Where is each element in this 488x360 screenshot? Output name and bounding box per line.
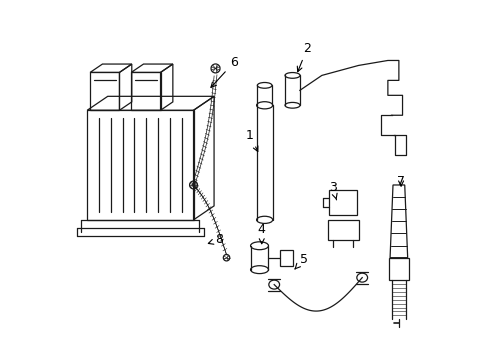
Ellipse shape	[285, 103, 300, 108]
Ellipse shape	[250, 266, 268, 274]
Text: 2: 2	[297, 42, 310, 72]
Text: 5: 5	[294, 253, 307, 269]
Text: 1: 1	[245, 129, 257, 152]
Text: 7: 7	[396, 175, 404, 189]
Ellipse shape	[285, 72, 300, 78]
Text: 6: 6	[210, 56, 237, 87]
Text: 3: 3	[328, 181, 336, 200]
Text: 4: 4	[257, 223, 265, 244]
Ellipse shape	[268, 280, 279, 289]
Text: 8: 8	[208, 233, 223, 246]
Ellipse shape	[256, 216, 272, 224]
Ellipse shape	[356, 273, 367, 282]
Ellipse shape	[257, 82, 271, 88]
Ellipse shape	[256, 102, 272, 109]
Ellipse shape	[250, 242, 268, 250]
